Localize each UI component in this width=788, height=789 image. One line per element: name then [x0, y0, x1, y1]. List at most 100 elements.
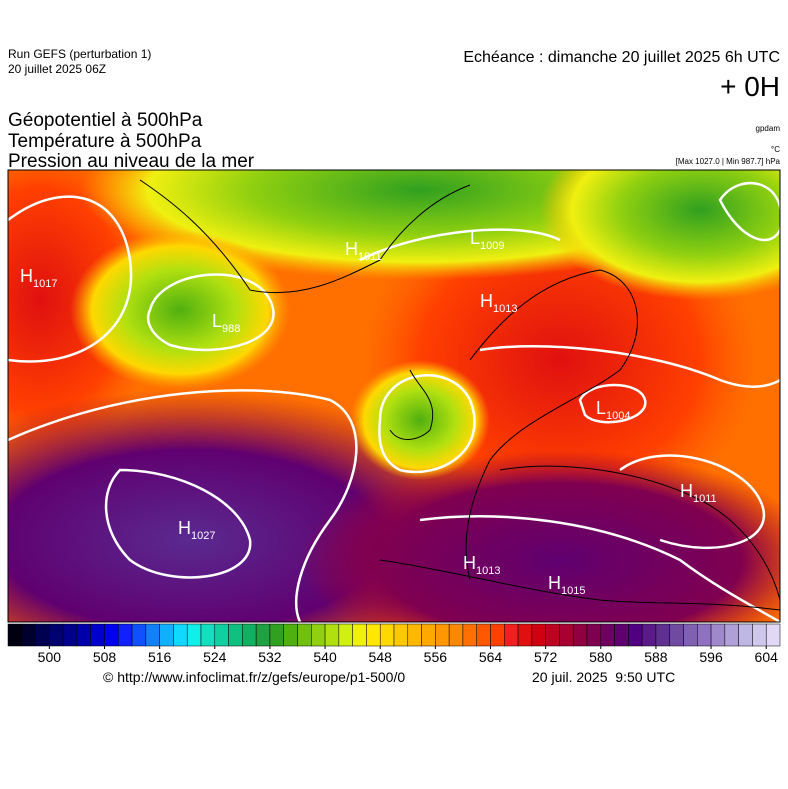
pressure-center: H1015: [548, 573, 585, 597]
colorbar-swatch: [145, 623, 160, 647]
colorbar-swatch: [462, 623, 477, 647]
colorbar-tick-label: 588: [644, 649, 668, 665]
pressure-letter: H: [480, 291, 493, 311]
pressure-value: 1011: [358, 251, 382, 263]
lead-time: + 0H: [720, 71, 780, 102]
colorbar-swatch: [435, 623, 450, 647]
colorbar-swatch: [628, 623, 643, 647]
colorbar-swatch: [655, 623, 670, 647]
colorbar-tick-label: 500: [38, 649, 62, 665]
colorbar-swatch: [35, 623, 50, 647]
colorbar-swatch: [352, 623, 367, 647]
colorbar-swatch: [7, 623, 23, 647]
colorbar-swatch: [476, 623, 491, 647]
colorbar-swatch: [393, 623, 409, 647]
colorbar-swatch: [242, 623, 257, 647]
colorbar-tick-label: 516: [148, 649, 172, 665]
pressure-center: H1013: [463, 553, 500, 577]
colorbar-swatch: [531, 623, 546, 647]
colorbar-tick-label: 532: [258, 649, 282, 665]
pressure-value: 1009: [480, 240, 504, 252]
colorbar-swatch: [490, 623, 505, 647]
pressure-value: 1004: [606, 410, 630, 422]
colorbar-swatch: [186, 623, 202, 647]
field-title: Pression au niveau de la mer: [8, 151, 255, 172]
colorbar-swatch: [448, 623, 464, 647]
colorbar-swatch: [76, 623, 91, 647]
field-title: Géopotentiel à 500hPa: [8, 110, 203, 131]
colorbar-swatch: [200, 623, 216, 647]
colorbar-swatch: [517, 623, 533, 647]
colorbar-swatch: [62, 623, 78, 647]
pressure-range: [Max 1027.0 | Min 987.7] hPa: [676, 157, 781, 166]
colorbar-tick-label: 508: [93, 649, 117, 665]
colorbar-tick-label: 540: [313, 649, 337, 665]
colorbar-swatch: [710, 623, 726, 647]
colorbar-tick-label: 556: [424, 649, 448, 665]
colorbar-swatch: [559, 623, 574, 647]
pressure-center: L1004: [596, 398, 631, 422]
colorbar-swatch: [765, 623, 781, 647]
colorbar-swatch: [379, 623, 395, 647]
colorbar-swatch: [131, 623, 147, 647]
generated-time: 20 juil. 2025 9:50 UTC: [532, 669, 675, 685]
pressure-letter: L: [470, 228, 480, 248]
run-date: 20 juillet 2025 06Z: [8, 62, 106, 76]
colorbar-tick-label: 524: [203, 649, 227, 665]
pressure-value: 1011: [693, 493, 717, 505]
pressure-center: H1017: [20, 266, 57, 290]
colorbar-swatch: [21, 623, 36, 647]
colorbar-tick-label: 604: [755, 649, 779, 665]
colorbar-swatch: [697, 623, 712, 647]
pressure-letter: H: [345, 239, 358, 259]
colorbar-swatch: [614, 623, 629, 647]
colorbar-swatch: [421, 623, 436, 647]
pressure-value: 988: [222, 323, 240, 335]
unit-label: °C: [771, 145, 780, 154]
colorbar-swatch: [49, 623, 64, 647]
colorbar-swatch: [269, 623, 284, 647]
map-field: [8, 170, 780, 622]
colorbar-swatch: [311, 623, 326, 647]
pressure-center: H1011: [680, 481, 717, 505]
pressure-value: 1015: [561, 585, 585, 597]
colorbar-swatch: [297, 623, 312, 647]
colorbar-swatch: [683, 623, 698, 647]
colorbar-swatch: [90, 623, 105, 647]
pressure-letter: L: [212, 311, 222, 331]
map-frame: [7, 169, 781, 623]
colorbar-swatch: [545, 623, 560, 647]
pressure-value: 1027: [191, 530, 215, 542]
colorbar-swatch: [228, 623, 243, 647]
pressure-letter: H: [548, 573, 561, 593]
forecast-time: Echéance : dimanche 20 juillet 2025 6h U…: [463, 49, 780, 66]
pressure-center: H1013: [480, 291, 517, 315]
colorbar-swatch: [104, 623, 119, 647]
colorbar-tick-label: 564: [479, 649, 503, 665]
colorbar-swatch: [214, 623, 229, 647]
colorbar-tick-label: 596: [699, 649, 723, 665]
colorbar-swatch: [504, 623, 519, 647]
colorbar-swatch: [669, 623, 684, 647]
colorbar-swatch: [338, 623, 353, 647]
colorbar-swatch: [738, 623, 753, 647]
colorbar-swatch: [118, 623, 133, 647]
colorbar-swatch: [586, 623, 602, 647]
field-title: Température à 500hPa: [8, 131, 202, 152]
colorbar-swatch: [641, 623, 657, 647]
colorbar-swatch: [724, 623, 739, 647]
colorbar-tick-label: 548: [369, 649, 393, 665]
source-url: © http://www.infoclimat.fr/z/gefs/europe…: [103, 669, 405, 685]
pressure-value: 1013: [493, 303, 517, 315]
pressure-letter: H: [178, 518, 191, 538]
colorbar-swatch: [572, 623, 588, 647]
colorbar-swatch: [407, 623, 422, 647]
colorbar-swatch: [159, 623, 174, 647]
colorbar-swatch: [752, 623, 767, 647]
colorbar-swatch: [324, 623, 340, 647]
colorbar-swatch: [173, 623, 188, 647]
colorbar-swatch: [366, 623, 381, 647]
colorbar-tick-label: 572: [534, 649, 558, 665]
